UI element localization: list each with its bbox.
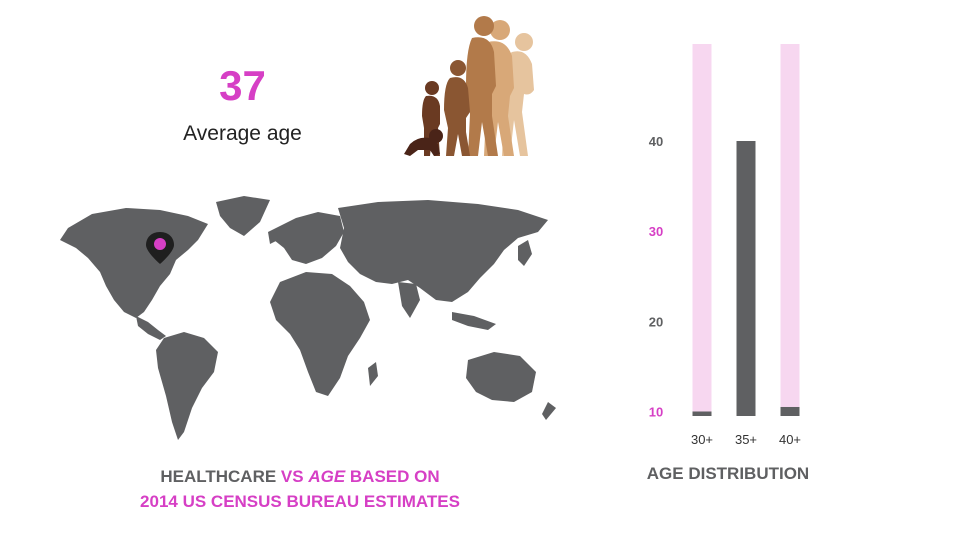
map-japan	[518, 240, 532, 266]
silhouette-youth	[444, 60, 470, 156]
bar-track	[692, 44, 712, 416]
caption-line-1: HEALTHCARE VS AGE BASED ON	[100, 464, 500, 489]
healthcare-caption: HEALTHCARE VS AGE BASED ON 2014 US CENSU…	[100, 464, 500, 514]
world-map	[60, 196, 556, 440]
average-age-value: 37	[219, 62, 266, 109]
caption-healthcare: HEALTHCARE	[160, 467, 281, 486]
caption-line-2: 2014 US CENSUS BUREAU ESTIMATES	[140, 492, 460, 511]
caption-vs: VS	[280, 467, 309, 486]
bar-track	[780, 44, 800, 416]
map-asia	[338, 200, 548, 302]
y-tick-label: 10	[649, 404, 663, 419]
map-south-america	[156, 332, 218, 440]
bar-30plus	[692, 411, 712, 416]
map-madagascar	[368, 362, 378, 386]
x-tick-label: 35+	[735, 432, 757, 447]
y-tick-label: 30	[649, 224, 663, 239]
chart-title: AGE DISTRIBUTION	[646, 464, 810, 483]
caption-based-on: BASED ON	[345, 467, 440, 486]
age-distribution-chart: 10 20 30 40 30+ 35+ 40+	[649, 44, 801, 447]
map-australia	[466, 352, 536, 402]
map-greenland	[216, 196, 270, 236]
y-tick-label: 40	[649, 134, 663, 149]
average-age-label: Average age	[183, 122, 302, 145]
bar-35plus	[736, 141, 756, 416]
y-tick-label: 20	[649, 314, 663, 329]
map-europe	[274, 212, 344, 264]
map-central-america	[136, 316, 166, 340]
map-india	[398, 282, 420, 318]
x-tick-label: 40+	[779, 432, 801, 447]
x-tick-label: 30+	[691, 432, 713, 447]
silhouette-baby	[404, 129, 443, 156]
map-north-america	[60, 208, 208, 318]
map-uk	[268, 228, 278, 244]
aging-silhouettes-image	[404, 16, 534, 157]
map-new-zealand	[542, 402, 556, 420]
location-pin-icon	[146, 232, 174, 264]
map-africa	[270, 272, 370, 396]
bar-40plus	[780, 406, 800, 416]
silhouette-teen	[466, 16, 498, 156]
caption-age: AGE	[308, 467, 346, 486]
map-indonesia	[452, 312, 496, 330]
